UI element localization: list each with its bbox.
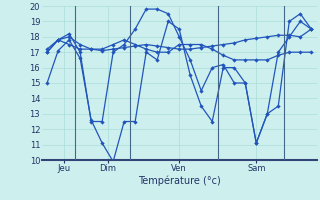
X-axis label: Température (°c): Température (°c) — [138, 176, 220, 186]
